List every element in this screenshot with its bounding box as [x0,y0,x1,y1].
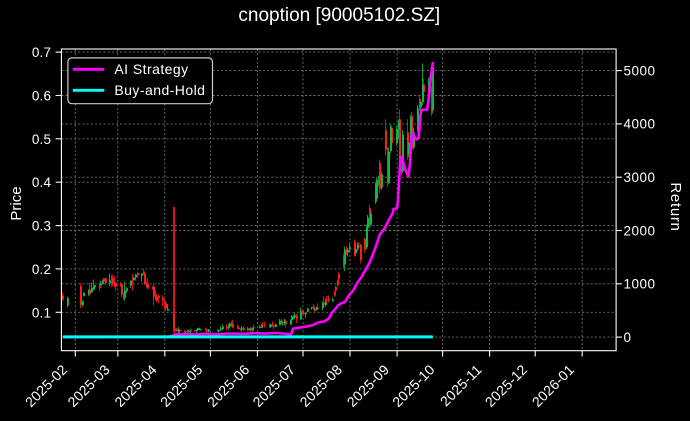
svg-text:Return: Return [667,182,684,231]
svg-text:0: 0 [624,330,632,345]
svg-text:2000: 2000 [624,223,656,238]
svg-text:cnoption [90005102.SZ]: cnoption [90005102.SZ] [238,5,440,26]
svg-text:0.2: 0.2 [32,262,51,277]
svg-text:4000: 4000 [624,117,656,132]
svg-text:0.4: 0.4 [32,175,52,190]
svg-text:Price: Price [8,186,25,220]
svg-text:0.3: 0.3 [32,219,51,234]
svg-text:Buy-and-Hold: Buy-and-Hold [114,82,205,98]
svg-text:0.6: 0.6 [32,89,51,104]
svg-text:0.5: 0.5 [32,132,51,147]
svg-text:0.1: 0.1 [32,305,51,320]
svg-text:AI Strategy: AI Strategy [114,61,188,77]
svg-text:5000: 5000 [624,63,656,78]
svg-text:0.7: 0.7 [32,45,51,60]
svg-text:1000: 1000 [624,277,656,292]
svg-text:3000: 3000 [624,170,656,185]
